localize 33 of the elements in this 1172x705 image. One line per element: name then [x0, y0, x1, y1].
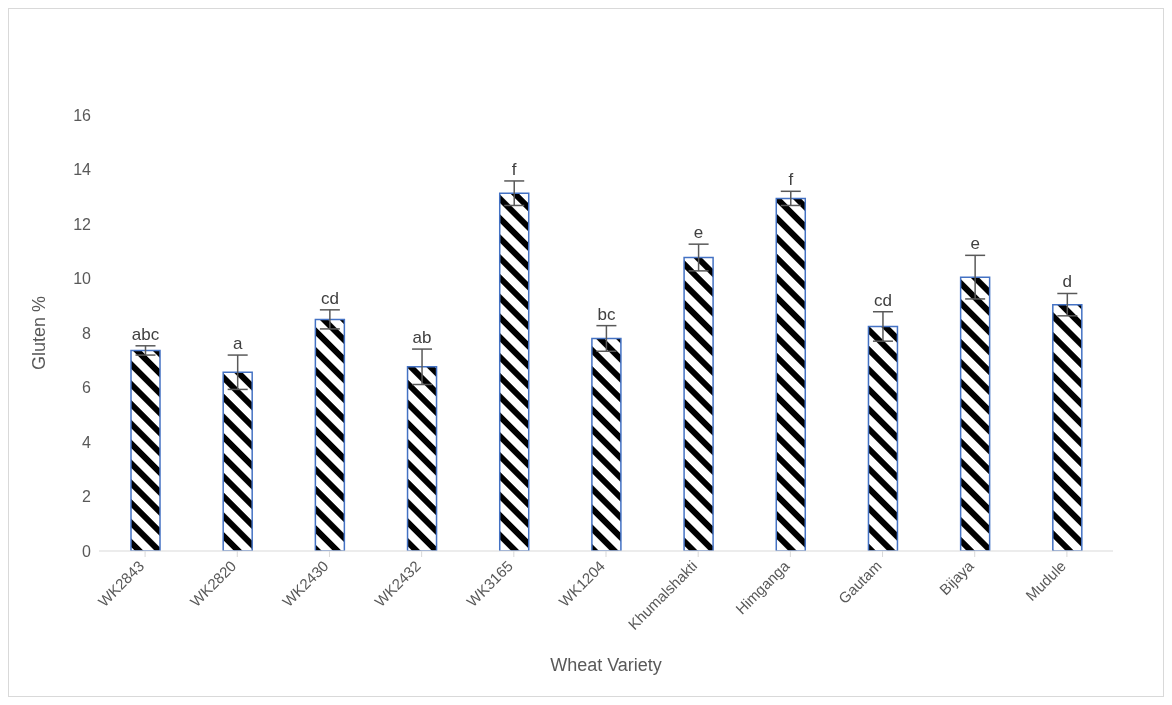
data-label: cd — [873, 290, 892, 310]
data-label: e — [693, 223, 704, 243]
data-label: f — [511, 159, 517, 179]
bar — [959, 276, 991, 551]
bar — [406, 366, 438, 551]
y-tick-label: 6 — [82, 379, 92, 397]
bar — [683, 256, 714, 551]
y-tick-label: 0 — [82, 542, 92, 560]
y-tick-label: 8 — [82, 324, 92, 342]
y-tick-label: 4 — [82, 433, 92, 451]
y-tick-label: 16 — [73, 106, 92, 124]
data-label: a — [232, 334, 243, 354]
y-tick-label: 10 — [73, 270, 92, 288]
data-label: f — [788, 170, 794, 190]
bar — [591, 337, 622, 551]
x-axis-title: Wheat Variety — [550, 655, 662, 675]
data-label: bc — [597, 304, 616, 324]
data-label: abc — [131, 324, 160, 344]
bar — [775, 197, 807, 551]
y-axis-title: Gluten % — [29, 295, 50, 371]
data-label: e — [970, 234, 980, 254]
bar — [314, 318, 346, 551]
data-label: cd — [320, 288, 339, 308]
bar — [130, 349, 161, 551]
y-tick-label: 12 — [73, 215, 92, 233]
bar — [222, 371, 253, 551]
bar — [867, 325, 899, 551]
y-tick-label: 14 — [73, 161, 92, 179]
bar — [1052, 303, 1083, 551]
bar — [498, 192, 530, 551]
y-tick-label: 2 — [82, 488, 92, 506]
data-label: d — [1062, 272, 1073, 292]
data-label: ab — [412, 328, 432, 348]
